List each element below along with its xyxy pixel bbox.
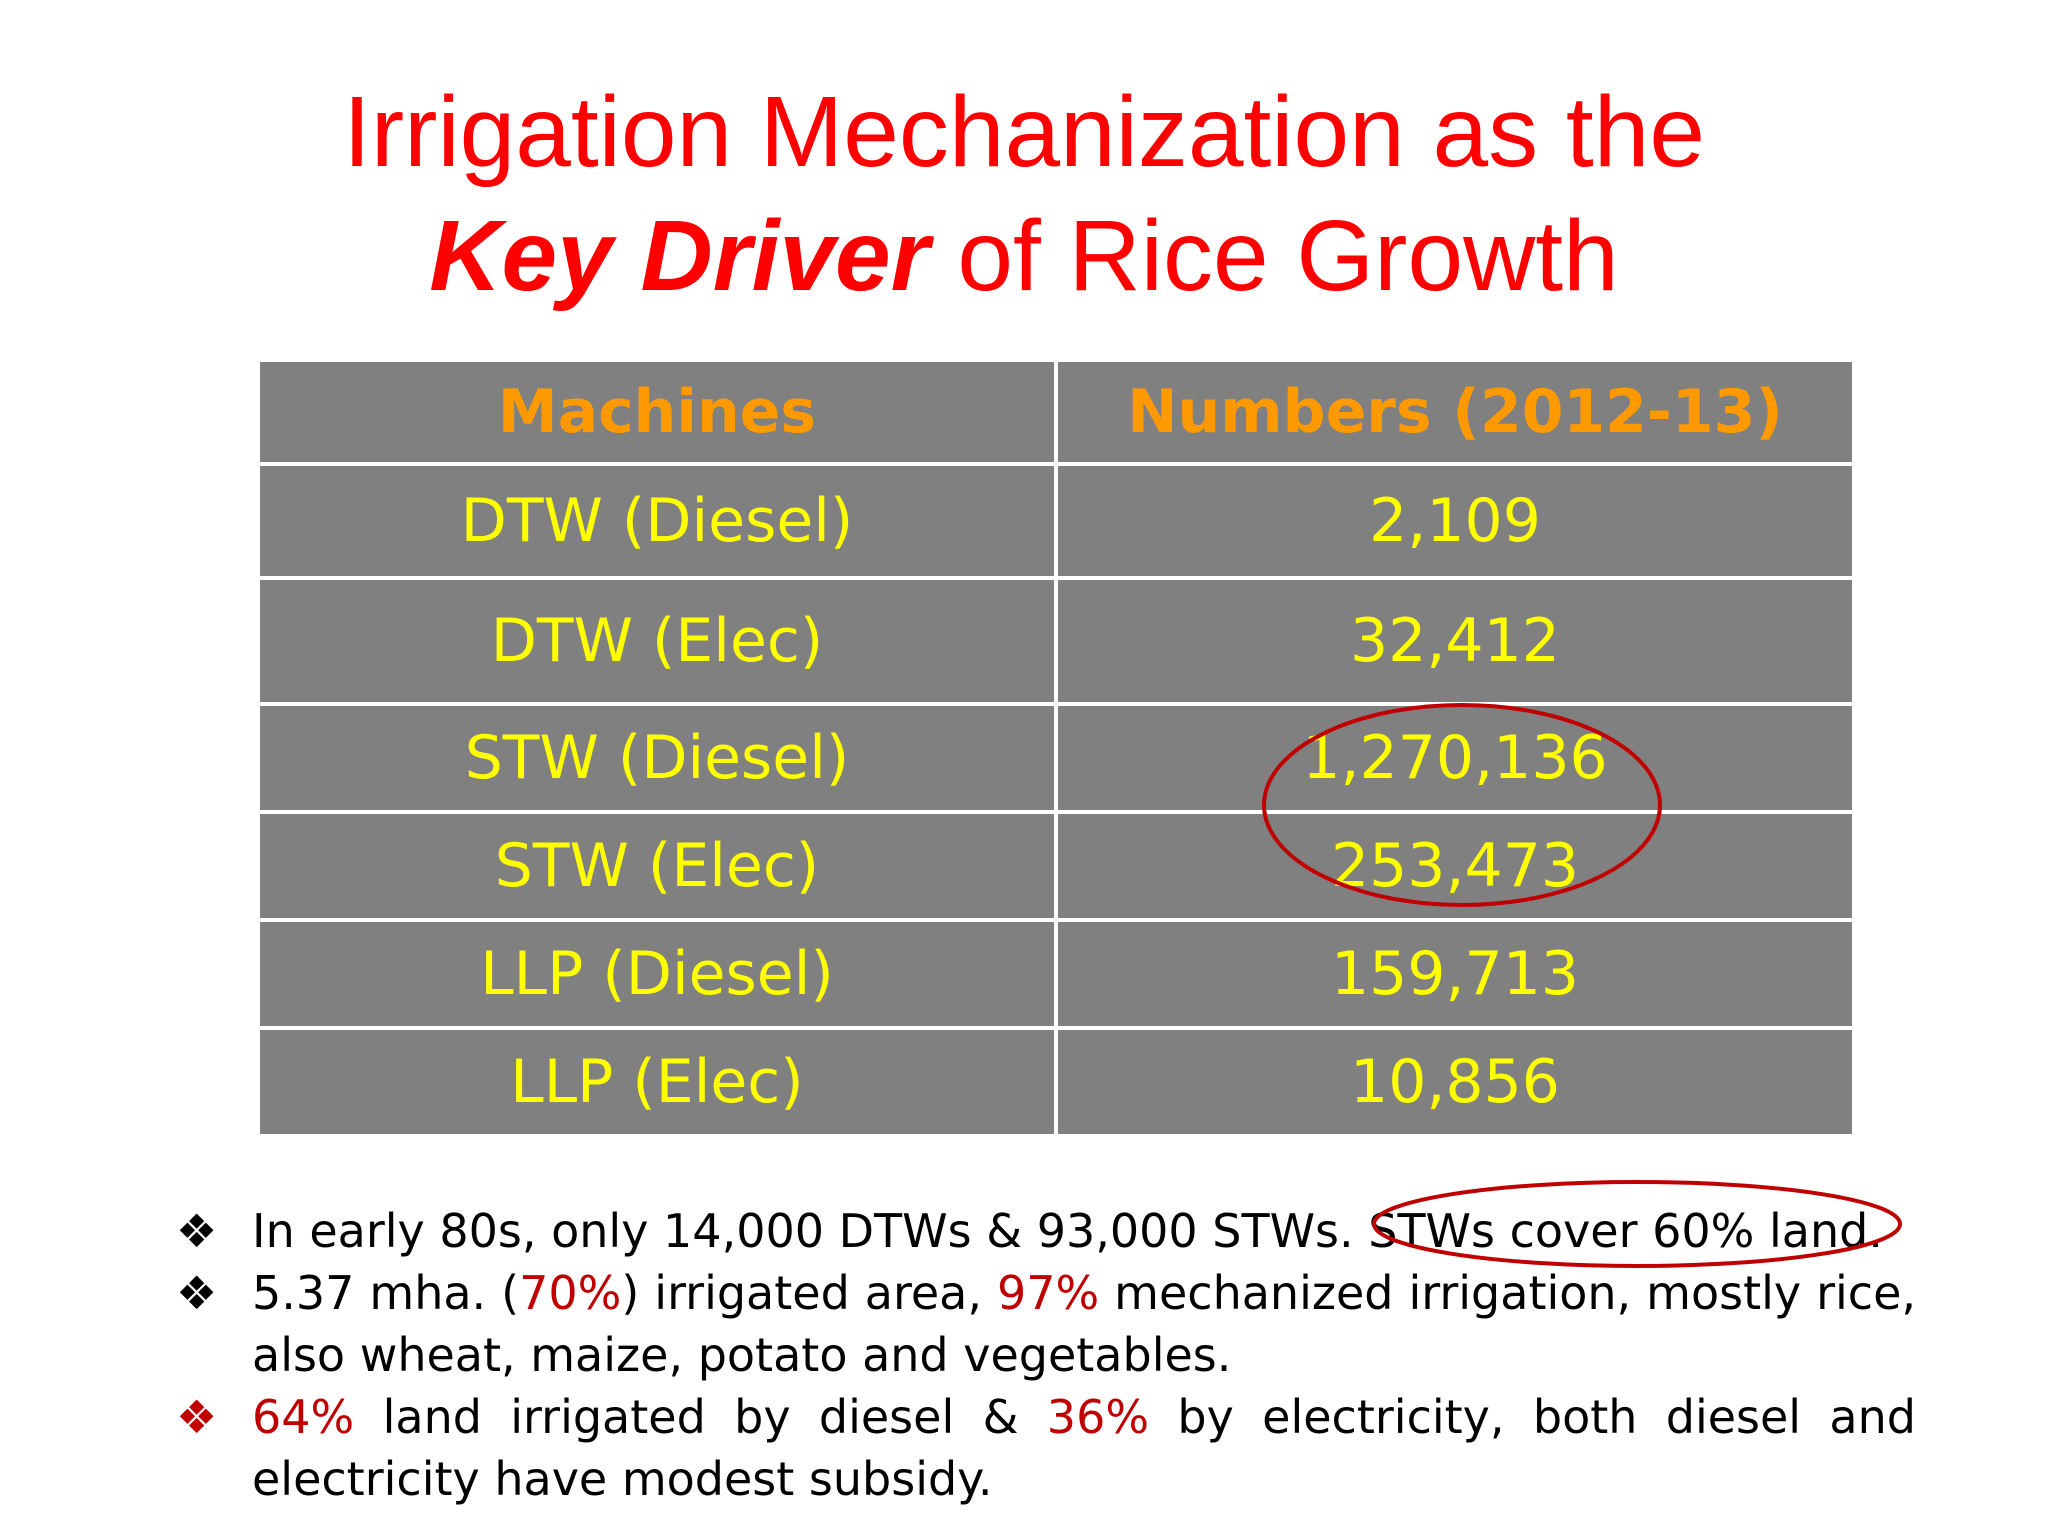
number-cell: 1,270,136 — [1054, 702, 1856, 814]
highlight-percent: 64% — [252, 1390, 355, 1444]
number-cell: 253,473 — [1054, 810, 1856, 922]
bullet-text: In early 80s, only 14,000 DTWs & 93,000 … — [252, 1204, 1883, 1258]
table-row: DTW (Elec) 32,412 — [256, 576, 1856, 706]
machine-cell: STW (Elec) — [256, 810, 1058, 922]
machine-cell: DTW (Elec) — [256, 576, 1058, 706]
bullet-diamond-icon: ❖ — [176, 1204, 218, 1258]
highlight-percent: 97% — [996, 1266, 1100, 1320]
title-emphasis: Key Driver — [429, 200, 930, 312]
title-line-1: Irrigation Mechanization as the — [343, 76, 1705, 188]
bullet-diamond-icon: ❖ — [176, 1266, 218, 1320]
table-row: STW (Diesel) 1,270,136 — [256, 702, 1856, 814]
table-row: LLP (Elec) 10,856 — [256, 1026, 1856, 1138]
machine-cell: DTW (Diesel) — [256, 462, 1058, 580]
slide-title: Irrigation Mechanization as the Key Driv… — [0, 70, 2048, 318]
table-header-row: Machines Numbers (2012-13) — [256, 358, 1856, 466]
bullet-text: ) irrigated area, — [621, 1266, 997, 1320]
table-row: LLP (Diesel) 159,713 — [256, 918, 1856, 1030]
bullet-item: ❖ In early 80s, only 14,000 DTWs & 93,00… — [176, 1200, 1916, 1262]
highlight-percent: 70% — [519, 1266, 622, 1320]
number-cell: 10,856 — [1054, 1026, 1856, 1138]
header-machines: Machines — [256, 358, 1058, 466]
table-row: DTW (Diesel) 2,109 — [256, 462, 1856, 580]
bullet-text: land irrigated by diesel & — [354, 1390, 1047, 1444]
number-cell: 159,713 — [1054, 918, 1856, 1030]
title-line-2-rest: of Rice Growth — [929, 200, 1619, 312]
number-cell: 32,412 — [1054, 576, 1856, 706]
bullet-item: ❖ 64% land irrigated by diesel & 36% by … — [176, 1386, 1916, 1510]
machine-cell: LLP (Elec) — [256, 1026, 1058, 1138]
bullet-text: by electricity, both diesel and electric… — [252, 1390, 1916, 1506]
number-cell: 2,109 — [1054, 462, 1856, 580]
table-row: STW (Elec) 253,473 — [256, 810, 1856, 922]
bullet-text: mechanized irrigation, mostly rice, also… — [252, 1266, 1917, 1382]
bullet-diamond-icon: ❖ — [176, 1390, 218, 1444]
highlight-percent: 36% — [1046, 1390, 1150, 1444]
header-numbers: Numbers (2012-13) — [1054, 358, 1856, 466]
machine-cell: STW (Diesel) — [256, 702, 1058, 814]
machine-cell: LLP (Diesel) — [256, 918, 1058, 1030]
bullet-item: ❖ 5.37 mha. (70%) irrigated area, 97% me… — [176, 1262, 1916, 1386]
machines-table: Machines Numbers (2012-13) DTW (Diesel) … — [256, 358, 1856, 1138]
title-line-2: Key Driver of Rice Growth — [0, 194, 2048, 318]
bullet-text: 5.37 mha. ( — [252, 1266, 520, 1320]
bullet-list: ❖ In early 80s, only 14,000 DTWs & 93,00… — [176, 1200, 1916, 1510]
